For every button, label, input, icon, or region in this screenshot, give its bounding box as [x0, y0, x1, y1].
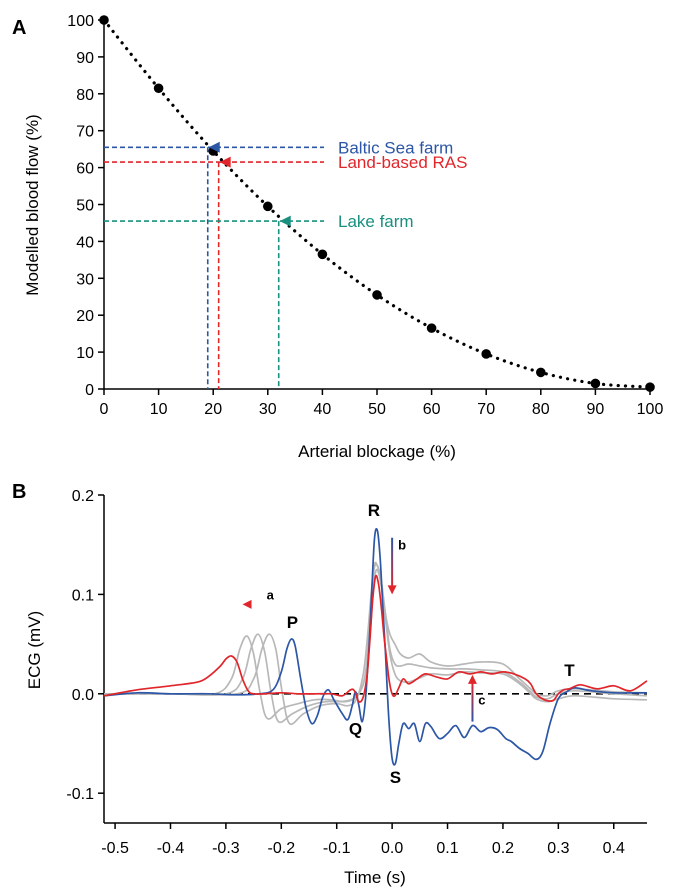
panel-a-x-tick-label: 50	[368, 401, 386, 418]
panel-b-wave-label: T	[564, 661, 575, 680]
panel-b-arrowhead-b	[387, 585, 397, 595]
panel-b-x-tick-label: -0.3	[212, 840, 240, 857]
panel-a-arrowhead	[219, 156, 231, 168]
panel-a-letter: A	[12, 17, 26, 39]
panel-b-wave-label: P	[287, 613, 298, 632]
panel-a-data-points	[99, 15, 655, 392]
panel-a-data-point	[372, 290, 382, 300]
panel-b-y-tick-label: 0.0	[72, 687, 94, 704]
panel-b-trace-treated	[103, 574, 648, 703]
panel-a-data-point	[536, 367, 546, 378]
panel-a-y-tick-label: 100	[67, 13, 94, 30]
panel-b-x-tick-label: -0.5	[101, 840, 129, 857]
panel-b-y-tick-label: -0.1	[66, 786, 94, 803]
panel-a-y-tick-label: 70	[76, 124, 94, 141]
panel-a-y-tick-label: 80	[76, 87, 94, 104]
panel-b-x-tick-label: 0.3	[547, 840, 569, 857]
panel-a-y-tick-label: 30	[76, 271, 94, 288]
panel-b-wave-label: S	[390, 768, 401, 787]
panel-a-x-tick-label: 20	[204, 401, 222, 418]
panel-a-annotation-label: Land-based RAS	[338, 153, 467, 172]
panel-a-arrowhead	[208, 141, 220, 153]
panel-b-chart: -0.5 -0.4 -0.3 -0.2 -0.1 0.0 0.1 0.2 0.3 0.4 -0.1 0…	[66, 488, 648, 857]
panel-b-wave-label: Q	[349, 720, 362, 739]
panel-a-fitted-curve	[102, 18, 652, 389]
panel-b-x-tick-label: -0.4	[157, 840, 185, 857]
panel-a-data-point	[645, 382, 655, 392]
panel-a-y-tick-label: 90	[76, 50, 94, 67]
panel-a-data-point	[426, 323, 437, 333]
panel-a-chart: 0 10 20 30 40 50 60 70 80 90 100 0 10 20 30 40 50 60 70 80 9…	[67, 13, 663, 418]
panel-b-trace-intermediate-3	[103, 561, 648, 726]
panel-b-x-tick-label: -0.1	[323, 840, 351, 857]
panel-b-wave-label: R	[368, 501, 380, 520]
panel-a-x-tick-label: 70	[477, 401, 495, 418]
panel-b-arrow-label: b	[398, 538, 406, 553]
panel-a-data-point	[153, 83, 164, 94]
panel-a-data-point	[99, 15, 109, 25]
panel-a-y-tick-label: 40	[76, 234, 94, 251]
panel-a-x-tick-label: 100	[637, 401, 664, 418]
panel-b-arrowhead-c	[467, 674, 477, 684]
panel-b-y-tick-label: 0.1	[72, 587, 94, 604]
panel-b-trace-intermediate-1	[103, 568, 648, 720]
panel-a-annotation-label: Lake farm	[338, 212, 414, 231]
panel-b-x-axis-title: Time (s)	[344, 868, 406, 887]
panel-a-x-axis-title: Arterial blockage (%)	[298, 442, 456, 461]
panel-a-y-axis-title: Modelled blood flow (%)	[23, 114, 42, 295]
panel-b-axes: -0.5 -0.4 -0.3 -0.2 -0.1 0.0 0.1 0.2 0.3 0.4 -0.1 0…	[66, 488, 647, 857]
panel-a-curve-line	[102, 18, 652, 389]
panel-a-annotation-label: Baltic Sea farm	[338, 138, 453, 157]
panel-b-ecg-traces	[103, 527, 648, 766]
panel-a-data-point	[317, 249, 328, 260]
panel-a-y-tick-label: 60	[76, 161, 94, 178]
panel-a-x-tick-label: 30	[259, 401, 277, 418]
panel-a-y-tick-label: 50	[76, 198, 94, 215]
panel-b-arrow-label: a	[267, 587, 275, 602]
panel-a-data-point	[263, 201, 273, 212]
panel-a-x-tick-label: 10	[150, 401, 168, 418]
panel-a-axes: 0 10 20 30 40 50 60 70 80 90 100 0 10 20 30 40 50 60 70 80 9…	[67, 13, 663, 418]
panel-b-x-tick-label: -0.2	[268, 840, 296, 857]
panel-b-arrow-label: c	[478, 693, 485, 708]
panel-b-y-tick-label: 0.2	[72, 488, 94, 505]
panel-b-letter: B	[12, 481, 26, 503]
panel-b-x-tick-label: 0.1	[436, 840, 458, 857]
panel-a-x-tick-label: 90	[587, 401, 605, 418]
panel-b-arrow-b	[391, 537, 394, 589]
panel-a-x-tick-label: 60	[423, 401, 441, 418]
panel-b-x-tick-label: 0.2	[492, 840, 514, 857]
panel-a-data-point	[481, 349, 492, 359]
panel-a-y-tick-label: 20	[76, 308, 94, 325]
panel-b-arrowhead-a	[242, 599, 252, 609]
panel-a-x-tick-label: 0	[100, 401, 109, 418]
panel-a-y-tick-label: 10	[76, 345, 94, 362]
panel-b-y-axis-title: ECG (mV)	[25, 611, 44, 689]
panel-a-arrowhead	[279, 215, 291, 227]
panel-b-x-tick-label: 0.4	[603, 840, 625, 857]
panel-a-x-tick-label: 80	[532, 401, 550, 418]
panel-b-annotations: P Q R S Ta b c	[242, 501, 575, 787]
panel-b-arrow-c	[471, 681, 474, 722]
panel-b-trace-intermediate-2	[103, 563, 648, 724]
panel-a-y-tick-label: 0	[85, 382, 94, 399]
panel-b-x-tick-label: 0.0	[381, 840, 403, 857]
panel-a-guide-lines	[104, 146, 324, 389]
panel-a-data-point	[590, 378, 601, 389]
panel-a-x-tick-label: 40	[314, 401, 332, 418]
